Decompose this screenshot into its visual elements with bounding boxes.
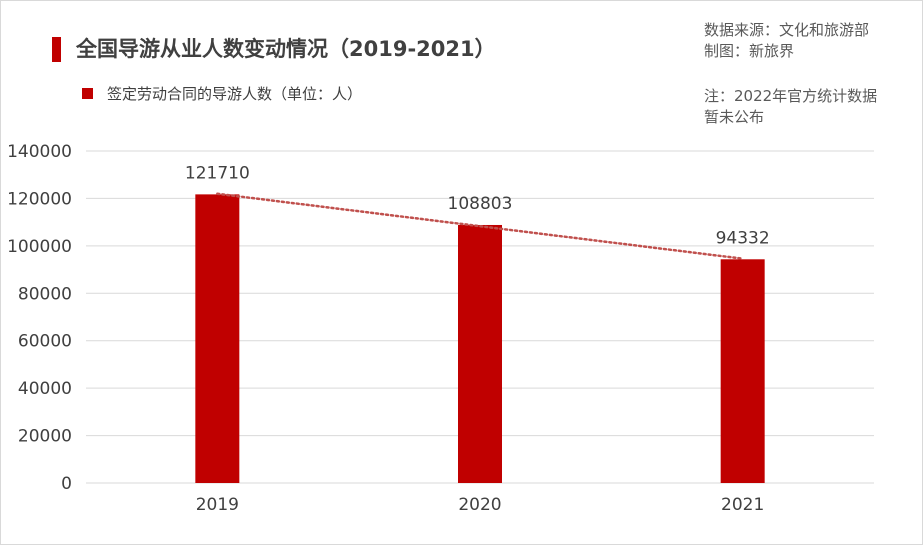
x-tick-label: 2021 [721, 495, 764, 515]
note-line-2: 暂未公布 [704, 108, 765, 126]
bar [458, 224, 502, 484]
x-tick-label: 2020 [458, 495, 501, 515]
note-line-1: 注：2022年官方统计数据 [704, 87, 878, 105]
source-block: 数据来源：文化和旅游部 制图：新旅界 [704, 20, 869, 62]
y-tick-label: 80000 [18, 284, 72, 304]
y-tick-label: 100000 [7, 237, 72, 257]
chart-title: 全国导游从业人数变动情况（2019-2021） [76, 37, 496, 61]
y-tick-label: 140000 [7, 142, 72, 162]
y-tick-label: 0 [61, 474, 72, 494]
legend-swatch [82, 88, 93, 99]
y-tick-label: 40000 [18, 379, 72, 399]
legend: 签定劳动合同的导游人数（单位：人） [82, 83, 362, 104]
bar [720, 259, 765, 483]
data-label: 94332 [716, 228, 770, 248]
trendline [216, 192, 744, 260]
title-marker [52, 37, 61, 62]
x-tick-label: 2019 [196, 495, 239, 515]
y-tick-label: 60000 [18, 332, 72, 352]
data-label: 108803 [448, 194, 513, 214]
y-tick-label: 20000 [18, 427, 72, 447]
data-label: 121710 [185, 163, 250, 183]
y-tick-label: 120000 [7, 189, 72, 209]
legend-label: 签定劳动合同的导游人数（单位：人） [107, 85, 363, 103]
credit-line: 制图：新旅界 [704, 42, 795, 60]
bar [195, 194, 240, 484]
source-line: 数据来源：文化和旅游部 [704, 21, 870, 39]
note-block: 注：2022年官方统计数据 暂未公布 [704, 86, 877, 128]
